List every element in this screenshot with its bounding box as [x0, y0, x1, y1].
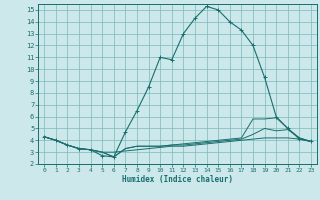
X-axis label: Humidex (Indice chaleur): Humidex (Indice chaleur) [122, 175, 233, 184]
